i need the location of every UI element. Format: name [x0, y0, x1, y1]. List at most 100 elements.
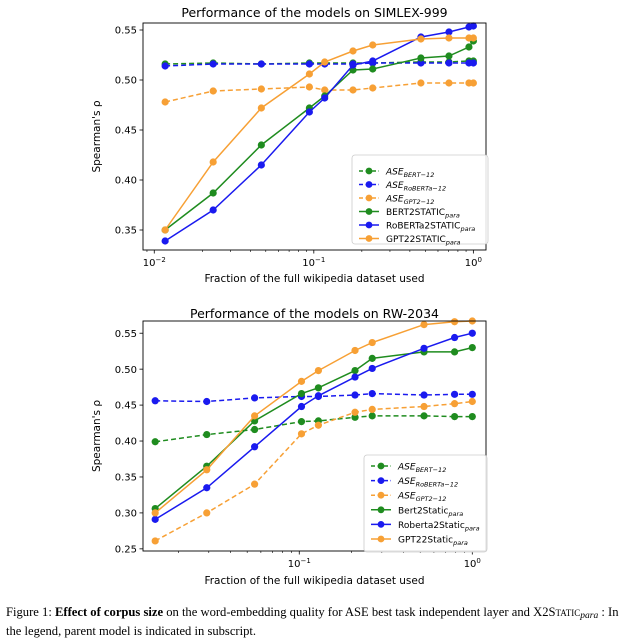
caption-text2: : In the legend, parent model is indicat…	[6, 605, 619, 638]
data-point	[351, 408, 359, 416]
figure: Performance of the models on SIMLEX-999 F…	[91, 5, 489, 587]
x-axis-label: Fraction of the full wikipedia dataset u…	[204, 575, 424, 587]
series-2	[151, 389, 476, 406]
data-point	[161, 62, 169, 70]
data-point	[450, 390, 459, 398]
data-point	[251, 425, 259, 434]
data-point	[305, 83, 313, 91]
chart-title: Performance of the models on SIMLEX-999	[181, 5, 447, 20]
y-tick-label: 0.35	[115, 226, 137, 237]
caption-label: Figure 1:	[6, 605, 52, 619]
data-point	[445, 52, 453, 60]
data-point	[209, 206, 217, 214]
data-point	[257, 85, 265, 93]
data-point	[161, 226, 169, 234]
data-point	[314, 366, 323, 375]
legend-marker	[377, 477, 385, 484]
y-tick-label: 0.45	[115, 126, 137, 137]
data-point	[368, 412, 376, 420]
x-tick-label: 10−2	[143, 256, 166, 269]
data-point	[417, 54, 425, 62]
plot-frame	[142, 22, 487, 251]
series-line	[154, 332, 473, 521]
series-6	[161, 34, 477, 234]
x-tick-label: 10−1	[288, 557, 311, 570]
series-line	[154, 320, 473, 514]
data-point	[445, 34, 453, 42]
series-line	[155, 415, 473, 443]
data-point	[251, 412, 259, 420]
legend-box	[351, 154, 489, 245]
data-point	[351, 373, 359, 381]
data-point	[297, 377, 306, 385]
y-tick-label: 0.55	[115, 26, 137, 37]
x-tick-label: 100	[464, 557, 481, 570]
data-point	[468, 343, 476, 352]
y-tick-label: 0.25	[115, 544, 137, 555]
data-point	[369, 57, 377, 65]
data-point	[151, 515, 159, 523]
data-point	[450, 412, 459, 421]
data-point	[368, 405, 376, 414]
data-point	[251, 480, 259, 488]
legend-marker	[377, 521, 385, 528]
data-point	[203, 397, 211, 406]
data-point	[203, 466, 211, 474]
data-point	[251, 443, 259, 451]
y-tick-label: 0.55	[115, 329, 137, 340]
data-point	[209, 158, 217, 166]
legend-label: Roberta2Staticpara	[398, 521, 480, 533]
data-point	[445, 79, 453, 87]
data-point	[368, 364, 376, 373]
data-point	[305, 108, 313, 116]
data-point	[209, 87, 217, 95]
data-point	[450, 318, 459, 326]
x-tick-label: 100	[465, 256, 482, 269]
chart-2: Performance of the models on RW-2034 Frac…	[91, 306, 488, 587]
y-tick-label: 0.35	[115, 473, 137, 484]
legend-label: GPT22STATICpara	[386, 235, 461, 247]
data-point	[297, 402, 306, 411]
data-point	[417, 35, 425, 43]
data-point	[297, 418, 306, 426]
data-point	[151, 537, 159, 545]
legend-marker	[365, 235, 373, 242]
series-3	[151, 397, 476, 545]
y-tick-label: 0.40	[115, 437, 137, 448]
data-point	[349, 86, 357, 94]
data-point	[305, 70, 313, 78]
y-axis-label: Spearman's ρ	[91, 100, 103, 172]
data-point	[450, 400, 459, 408]
data-point	[420, 412, 428, 420]
legend-label: ASEGPT2−12	[385, 195, 434, 207]
data-point	[209, 189, 217, 197]
caption-bold: Effect of corpus size	[54, 605, 164, 619]
data-point	[314, 392, 323, 400]
data-point	[368, 389, 376, 398]
legend-marker	[365, 181, 373, 188]
legend-label: ASEBERT−12	[397, 463, 446, 475]
figure-caption: Figure 1: Effect of corpus size on the w…	[6, 605, 636, 639]
data-point	[420, 402, 428, 411]
data-point	[151, 438, 159, 446]
y-tick-label: 0.50	[115, 365, 137, 376]
data-point	[417, 59, 425, 67]
legend-box	[363, 454, 488, 553]
caption-term: X2Staticpara	[533, 605, 599, 621]
data-point	[468, 397, 476, 406]
data-point	[203, 484, 211, 492]
data-point	[161, 98, 169, 106]
data-point	[203, 430, 211, 439]
legend-marker	[377, 462, 385, 470]
legend-label: Bert2Staticpara	[398, 506, 463, 518]
data-point	[450, 333, 459, 342]
legend-marker	[365, 208, 373, 215]
caption-text1: on the word-embedding quality for ASE be…	[163, 605, 530, 619]
data-point	[469, 34, 477, 42]
data-point	[351, 391, 359, 399]
data-point	[445, 59, 453, 67]
data-point	[369, 84, 377, 92]
data-point	[209, 60, 217, 68]
data-point	[368, 354, 376, 362]
series-2	[161, 59, 477, 70]
